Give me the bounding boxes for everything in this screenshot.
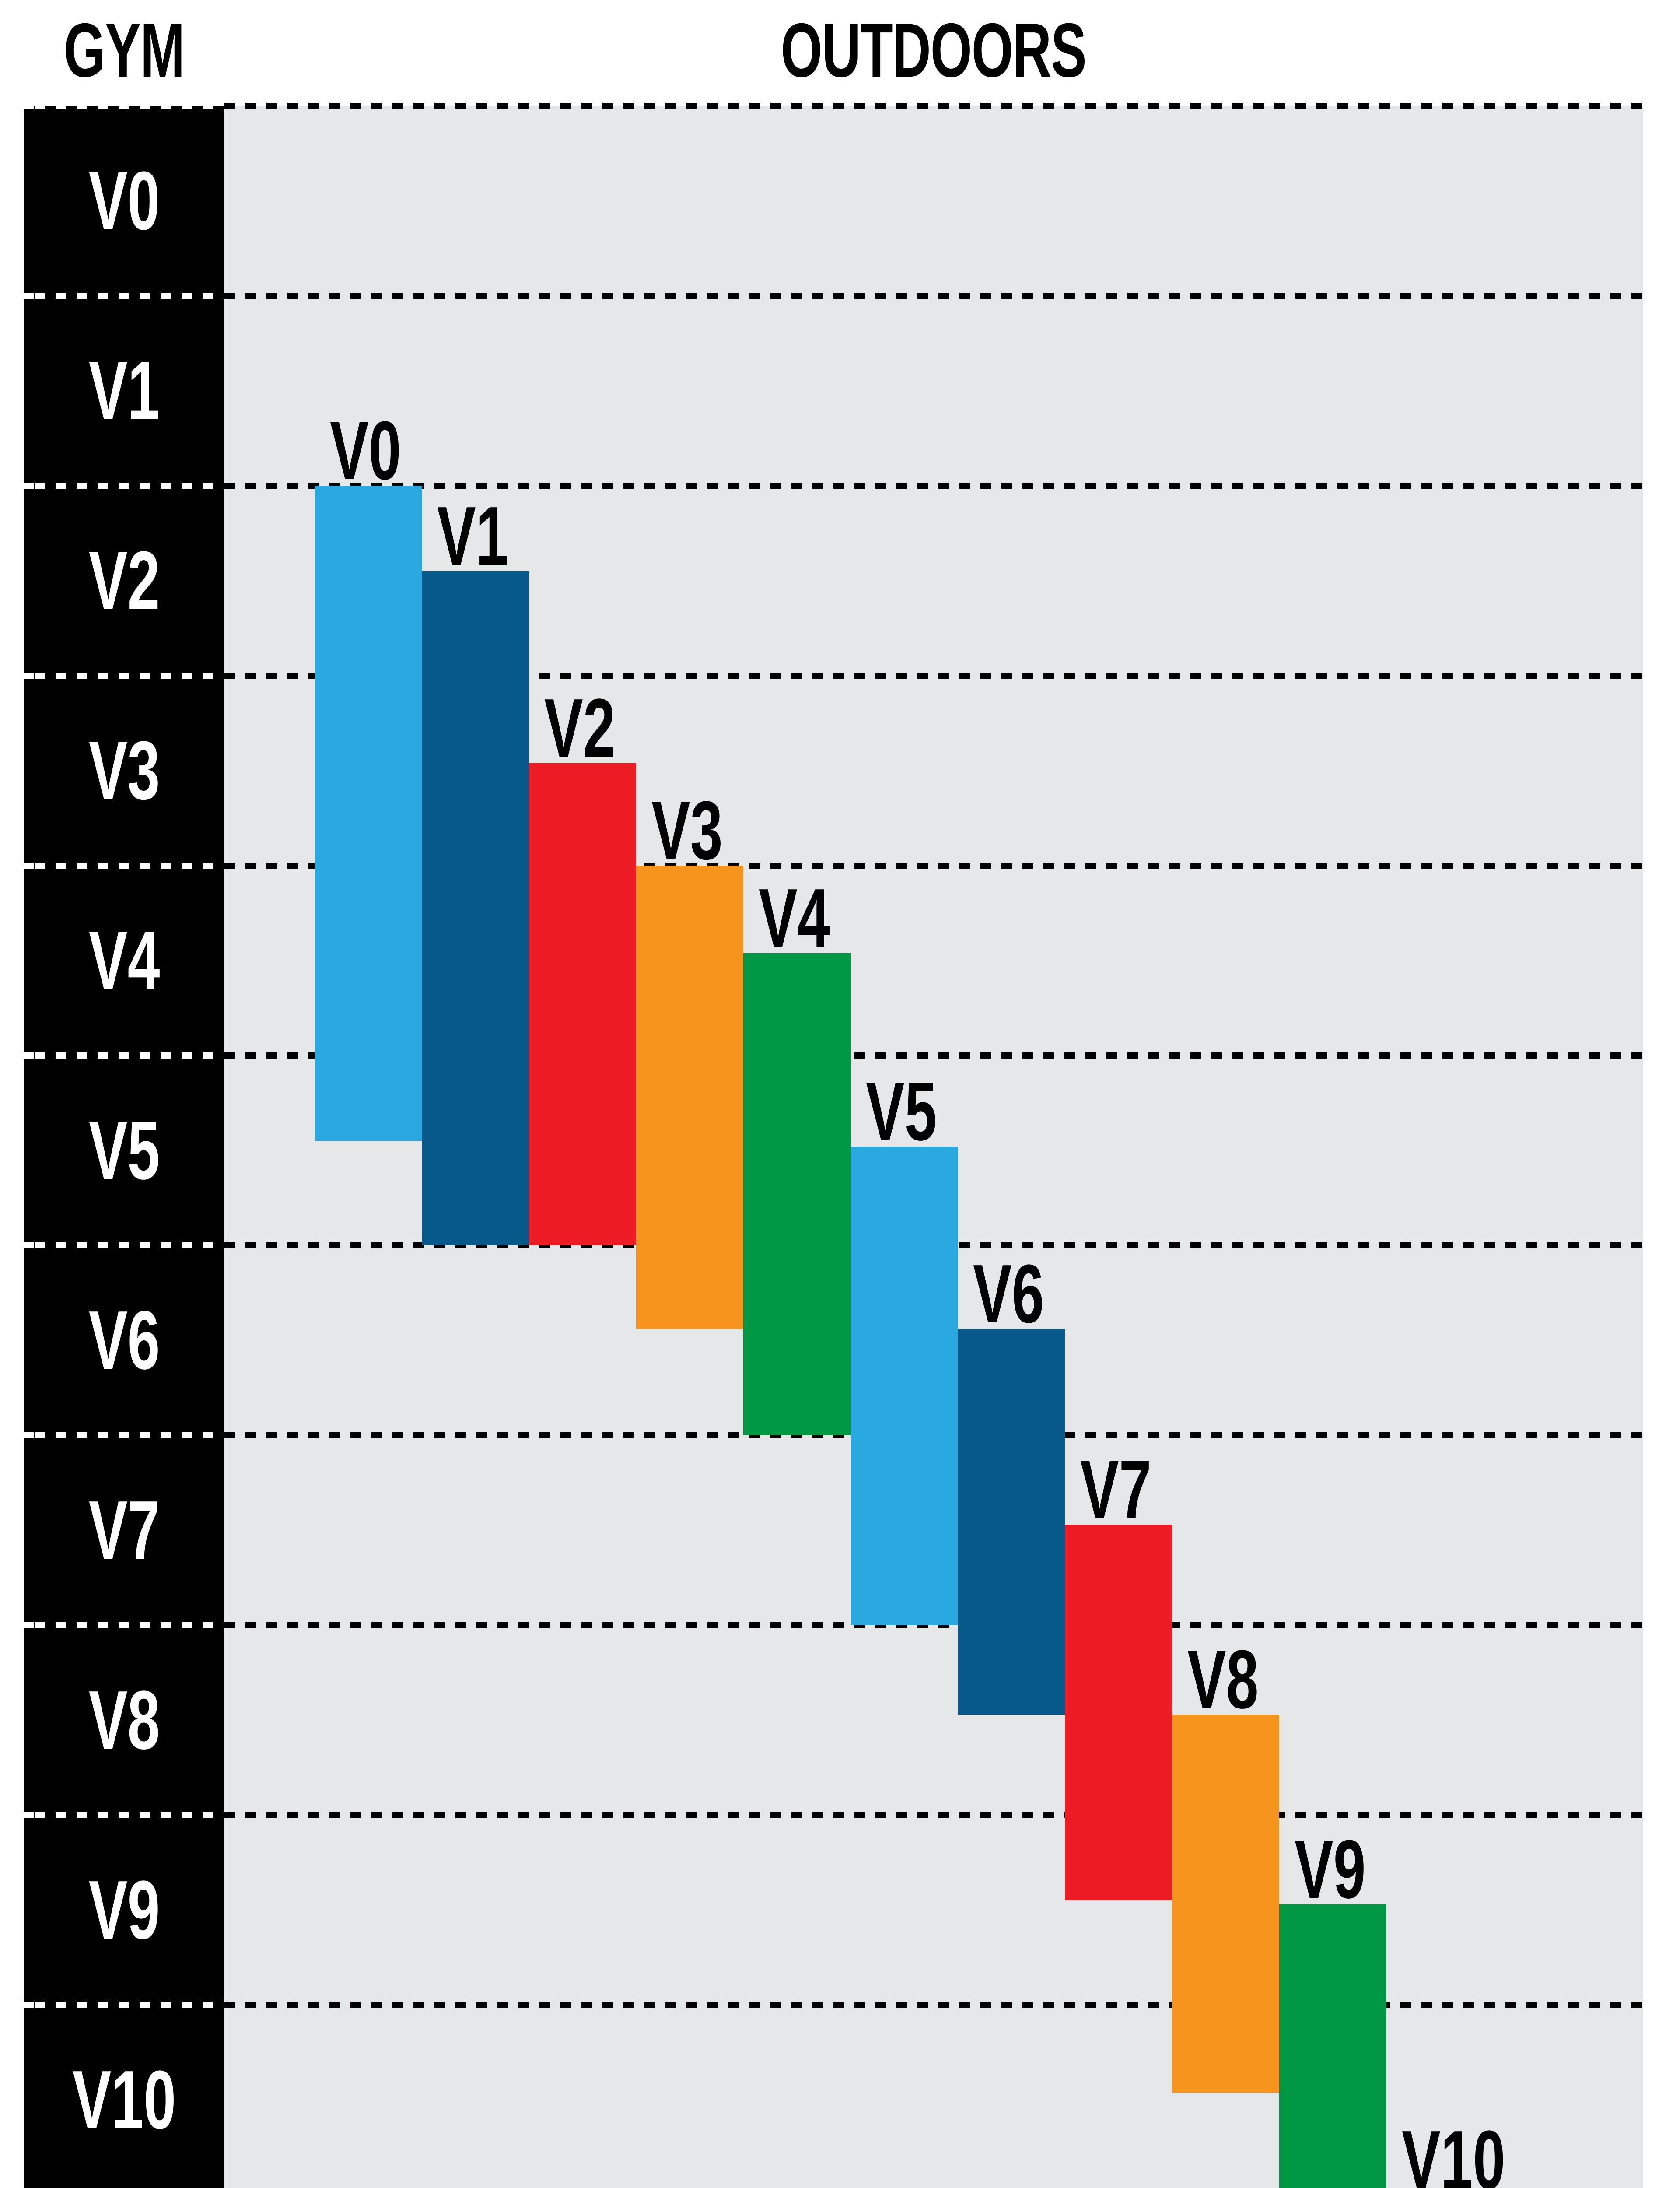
row-divider-dashed-line: [224, 103, 1643, 109]
outdoor-bar-v3: [636, 866, 743, 1329]
outdoor-grade-label-v1: V1: [437, 494, 539, 578]
row-divider-dashed-line: [224, 483, 1643, 489]
row-divider-dashed-line: [224, 673, 1643, 679]
row-divider-dashed-line: [224, 293, 1643, 299]
outdoor-grade-label-text: V10: [1402, 2114, 1505, 2188]
gym-grade-label-text: V2: [88, 534, 160, 627]
outdoor-bar-v0: [315, 486, 422, 1141]
outdoor-grade-label-text: V0: [330, 404, 401, 497]
row-divider-dashed-line: [224, 1812, 1643, 1818]
outdoors-header-text: OUTDOORS: [781, 7, 1087, 93]
gym-grade-label-v9: V9: [24, 1815, 224, 2005]
outdoor-bar-v6: [958, 1329, 1065, 1715]
row-divider-dashed-line: [24, 1052, 224, 1059]
outdoor-grade-label-v9: V9: [1295, 1828, 1396, 1911]
gym-grade-label-text: V0: [88, 154, 160, 247]
gym-grade-label-v3: V3: [24, 676, 224, 866]
outdoor-grade-label-text: V4: [759, 871, 830, 964]
gym-grade-label-v7: V7: [24, 1435, 224, 1625]
gym-grade-label-v2: V2: [24, 486, 224, 676]
gym-grade-label-text: V6: [88, 1294, 160, 1387]
outdoor-grade-label-text: V8: [1187, 1633, 1259, 1726]
row-divider-dashed-line: [24, 293, 224, 299]
outdoor-bar-v7: [1065, 1524, 1172, 1901]
gym-grade-label-v1: V1: [24, 296, 224, 486]
outdoor-grade-label-v10: V10: [1402, 2118, 1550, 2188]
outdoor-grade-label-text: V7: [1080, 1443, 1152, 1536]
outdoor-grade-label-v6: V6: [973, 1252, 1074, 1336]
outdoor-grade-label-v4: V4: [759, 877, 860, 960]
outdoor-bar-v1: [422, 571, 529, 1245]
outdoor-grade-label-text: V9: [1295, 1823, 1366, 1916]
outdoor-grade-label-v8: V8: [1187, 1638, 1289, 1721]
gym-grade-label-v5: V5: [24, 1055, 224, 1245]
gym-grade-label-text: V3: [88, 724, 160, 817]
row-divider-dashed-line: [224, 2002, 1643, 2008]
outdoor-grade-label-v0: V0: [330, 409, 431, 492]
row-divider-dashed-line: [24, 1622, 224, 1628]
outdoor-bar-v9: [1279, 1904, 1386, 2188]
gym-grade-label-v6: V6: [24, 1245, 224, 1435]
row-divider-dashed-line: [24, 1242, 224, 1248]
row-divider-dashed-line: [24, 1432, 224, 1438]
gym-grade-column: [24, 106, 224, 2188]
gym-grade-label-v10: V10: [24, 2005, 224, 2188]
gym-column-header: GYM: [0, 9, 343, 92]
gym-grade-label-text: V7: [88, 1484, 160, 1577]
outdoors-column-header: OUTDOORS: [715, 9, 1152, 92]
outdoor-grade-label-text: V6: [973, 1247, 1044, 1340]
row-divider-dashed-line: [24, 673, 224, 679]
outdoor-grade-label-v2: V2: [544, 687, 646, 770]
row-divider-dashed-line: [24, 2002, 224, 2008]
gym-grade-label-v4: V4: [24, 866, 224, 1055]
row-divider-dashed-line: [24, 483, 224, 489]
outdoor-bar-v5: [850, 1147, 958, 1625]
outdoor-bar-v8: [1172, 1714, 1279, 2093]
outdoor-grade-label-v3: V3: [651, 789, 753, 872]
outdoor-bar-v2: [529, 763, 636, 1245]
outdoor-grade-label-text: V3: [651, 784, 723, 877]
outdoor-bar-v4: [743, 953, 850, 1435]
gym-grade-label-text: V4: [88, 914, 160, 1007]
outdoor-grade-label-text: V2: [544, 681, 616, 775]
gym-grade-label-v8: V8: [24, 1625, 224, 1815]
outdoor-grade-label-v7: V7: [1080, 1448, 1182, 1531]
gym-header-text: GYM: [64, 7, 185, 93]
gym-grade-label-text: V10: [72, 2054, 176, 2146]
gym-grade-label-text: V9: [88, 1864, 160, 1957]
row-divider-dashed-line: [224, 1622, 1643, 1628]
gym-grade-label-text: V1: [88, 344, 160, 437]
gym-grade-label-text: V8: [88, 1674, 160, 1767]
outdoor-grade-label-text: V5: [866, 1065, 937, 1158]
gym-grade-label-text: V5: [88, 1104, 160, 1197]
row-divider-dashed-line: [24, 1812, 224, 1818]
outdoor-grade-label-text: V1: [437, 490, 508, 583]
row-divider-dashed-line: [24, 863, 224, 869]
row-divider-dashed-line: [24, 103, 224, 109]
outdoor-grade-label-v5: V5: [866, 1070, 967, 1153]
gym-grade-label-v0: V0: [24, 106, 224, 296]
